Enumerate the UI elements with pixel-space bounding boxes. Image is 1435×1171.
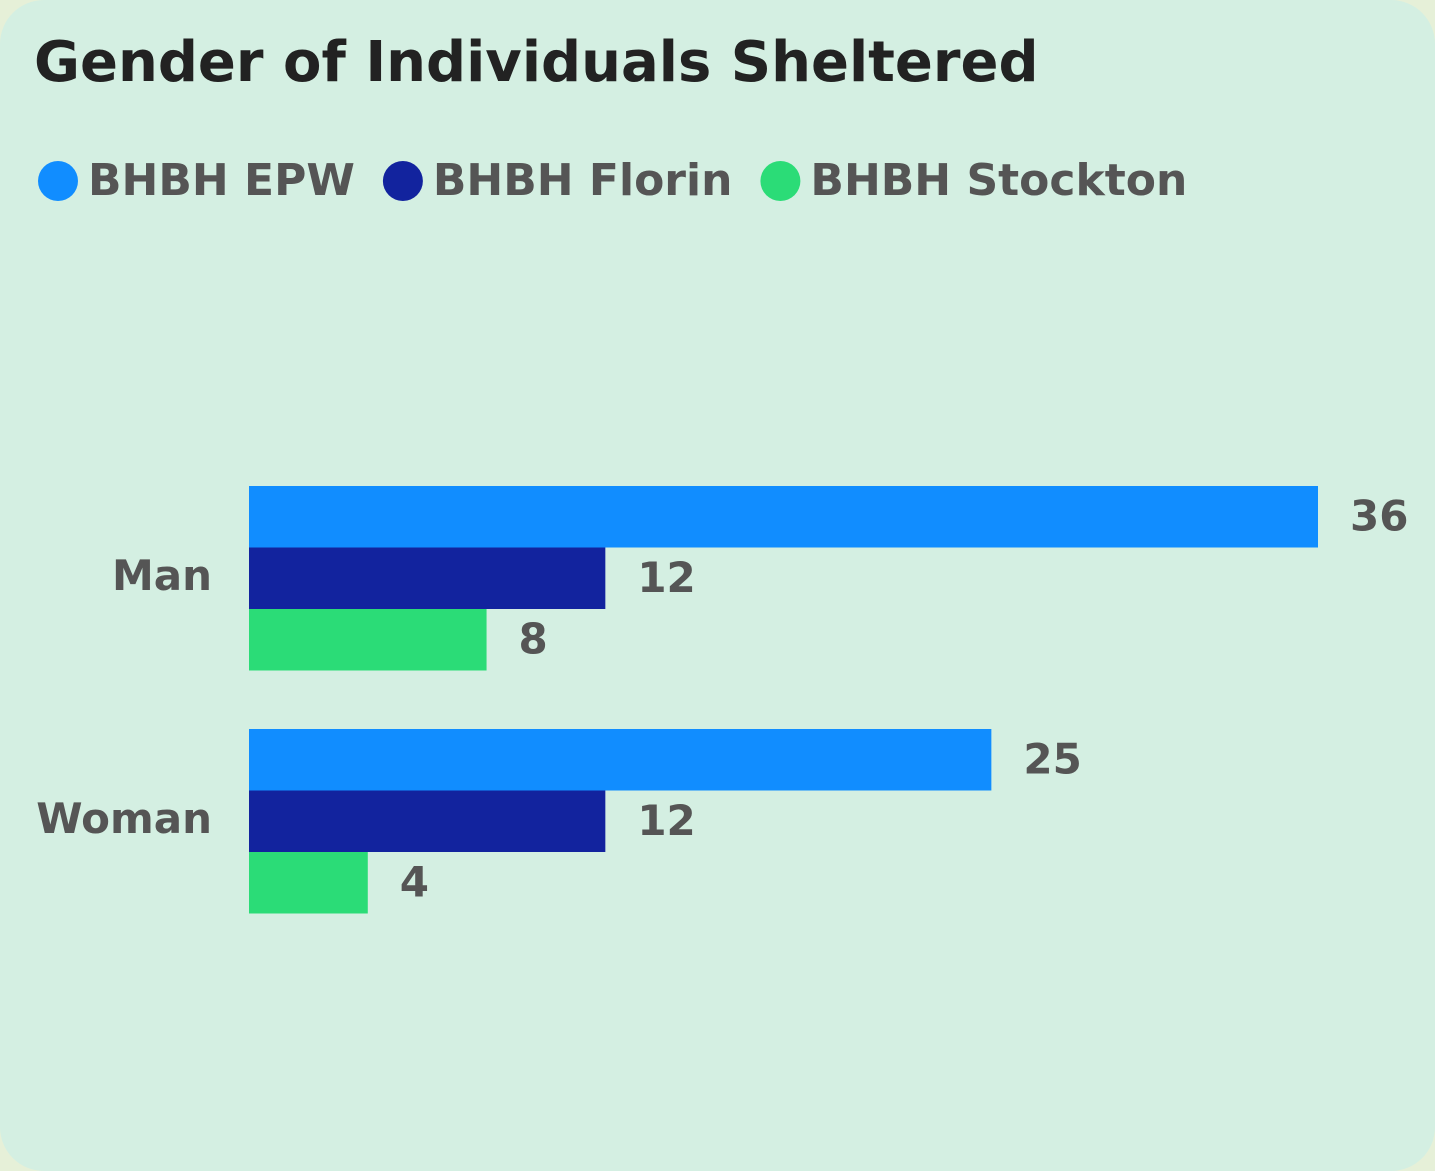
bar	[249, 790, 606, 852]
chart-title: Gender of Individuals Sheltered	[34, 30, 1039, 95]
legend-label: BHBH Florin	[433, 155, 733, 206]
data-label: 12	[637, 553, 695, 602]
bar	[249, 609, 487, 671]
legend-marker	[38, 161, 78, 201]
y-tick-label: Man	[112, 551, 212, 600]
data-label: 4	[400, 857, 429, 906]
data-label: 36	[1350, 491, 1408, 540]
bar	[249, 852, 368, 914]
legend-marker	[382, 161, 423, 201]
bar	[249, 486, 1318, 548]
y-tick-label: Woman	[36, 794, 212, 843]
legend-marker	[760, 161, 801, 201]
legend-label: BHBH EPW	[88, 155, 355, 206]
data-label: 25	[1023, 734, 1081, 783]
data-label: 8	[519, 614, 548, 663]
bar	[249, 729, 992, 791]
bar	[249, 547, 606, 609]
data-label: 12	[637, 796, 695, 845]
legend-label: BHBH Stockton	[810, 155, 1187, 206]
